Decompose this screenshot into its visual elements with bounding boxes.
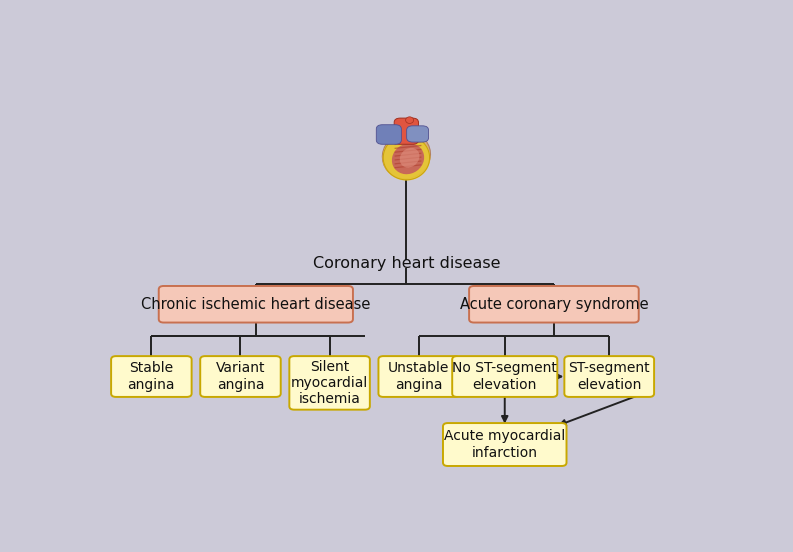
- Text: ST-segment
elevation: ST-segment elevation: [569, 362, 650, 391]
- Ellipse shape: [400, 148, 419, 168]
- Text: No ST-segment
elevation: No ST-segment elevation: [452, 362, 557, 391]
- FancyBboxPatch shape: [407, 126, 428, 142]
- FancyBboxPatch shape: [452, 356, 557, 397]
- Text: Acute coronary syndrome: Acute coronary syndrome: [460, 297, 648, 312]
- Ellipse shape: [382, 132, 431, 179]
- Text: Chronic ischemic heart disease: Chronic ischemic heart disease: [141, 297, 370, 312]
- Text: Silent
myocardial
ischemia: Silent myocardial ischemia: [291, 360, 368, 406]
- Text: Coronary heart disease: Coronary heart disease: [312, 256, 500, 272]
- FancyBboxPatch shape: [200, 356, 281, 397]
- Ellipse shape: [405, 117, 414, 124]
- Ellipse shape: [392, 144, 424, 174]
- FancyBboxPatch shape: [111, 356, 192, 397]
- Text: Unstable
angina: Unstable angina: [388, 362, 450, 391]
- FancyBboxPatch shape: [565, 356, 654, 397]
- FancyBboxPatch shape: [159, 286, 353, 322]
- FancyBboxPatch shape: [443, 423, 566, 466]
- FancyBboxPatch shape: [289, 356, 370, 410]
- FancyBboxPatch shape: [469, 286, 638, 322]
- Text: Acute myocardial
infarction: Acute myocardial infarction: [444, 429, 565, 460]
- Polygon shape: [383, 136, 430, 180]
- Text: Stable
angina: Stable angina: [128, 362, 175, 391]
- Text: Variant
angina: Variant angina: [216, 362, 265, 391]
- FancyBboxPatch shape: [378, 356, 459, 397]
- FancyBboxPatch shape: [377, 125, 401, 144]
- FancyBboxPatch shape: [394, 118, 419, 144]
